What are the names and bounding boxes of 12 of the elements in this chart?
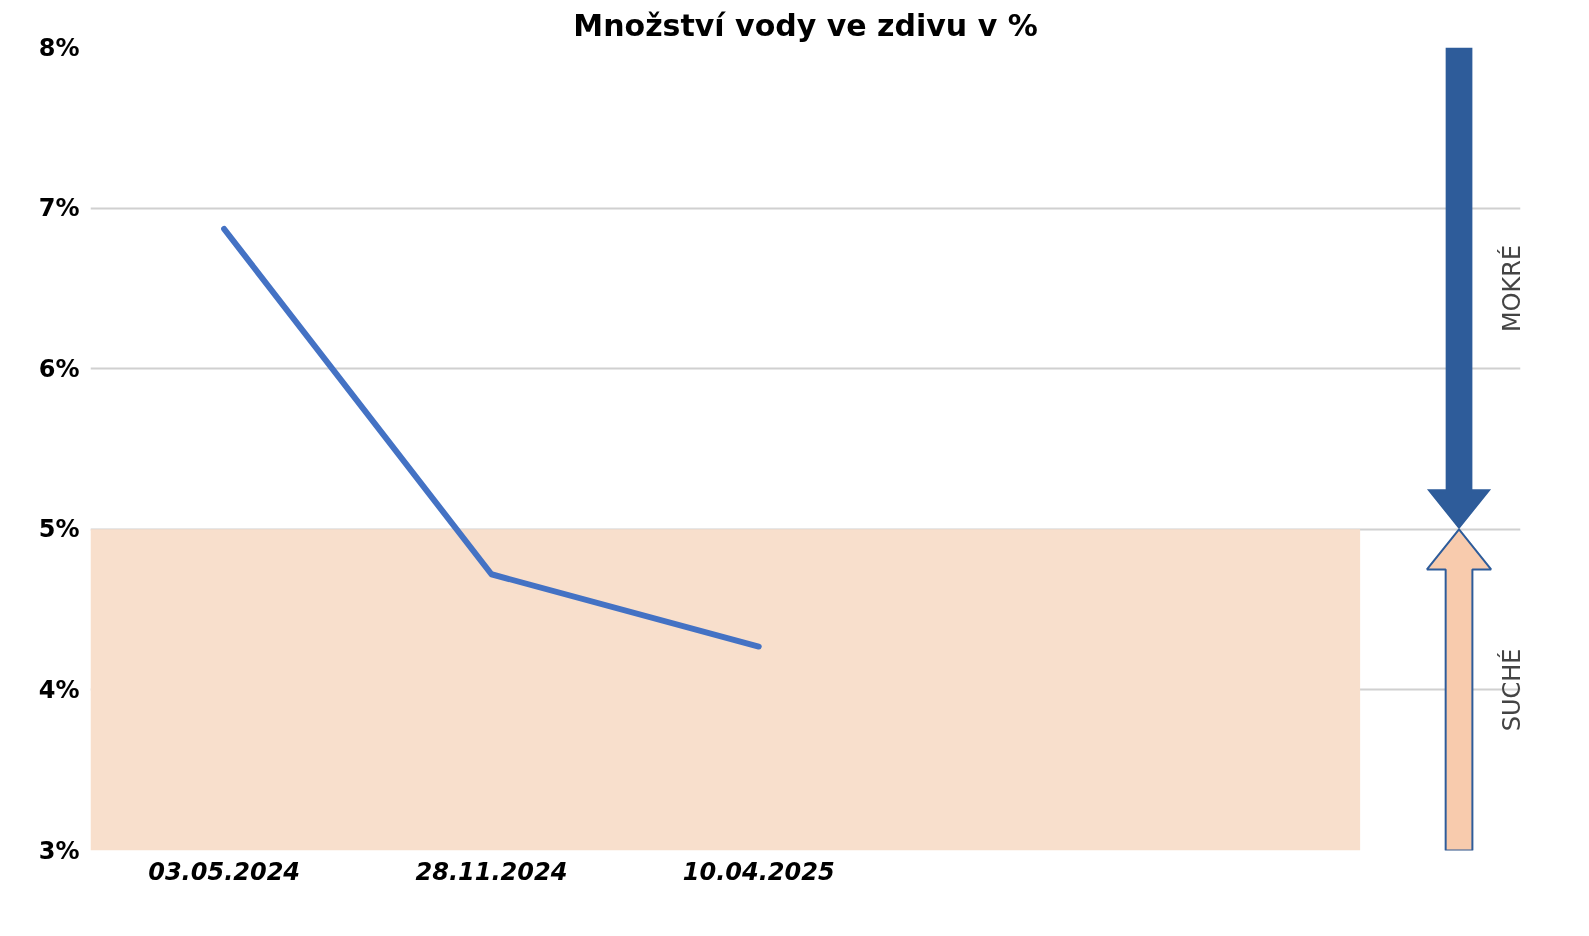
y-tick-label: 5% [38, 515, 80, 544]
y-tick-label: 7% [38, 194, 80, 223]
annotation: MOKRÉ [1497, 244, 1527, 332]
x-tick-label: 28.11.2024 [415, 857, 568, 886]
y-tick-label: 8% [38, 33, 80, 62]
y-tick-label: 4% [38, 675, 80, 704]
chart-title: Množství vody ve zdivu v % [573, 7, 1038, 43]
annotation: SUCHÉ [1497, 648, 1527, 732]
x-tick-label: 10.04.2025 [682, 857, 835, 886]
y-tick-label: 6% [38, 354, 80, 383]
y-tick-label: 3% [38, 836, 80, 865]
x-tick-label: 03.05.2024 [148, 857, 301, 886]
